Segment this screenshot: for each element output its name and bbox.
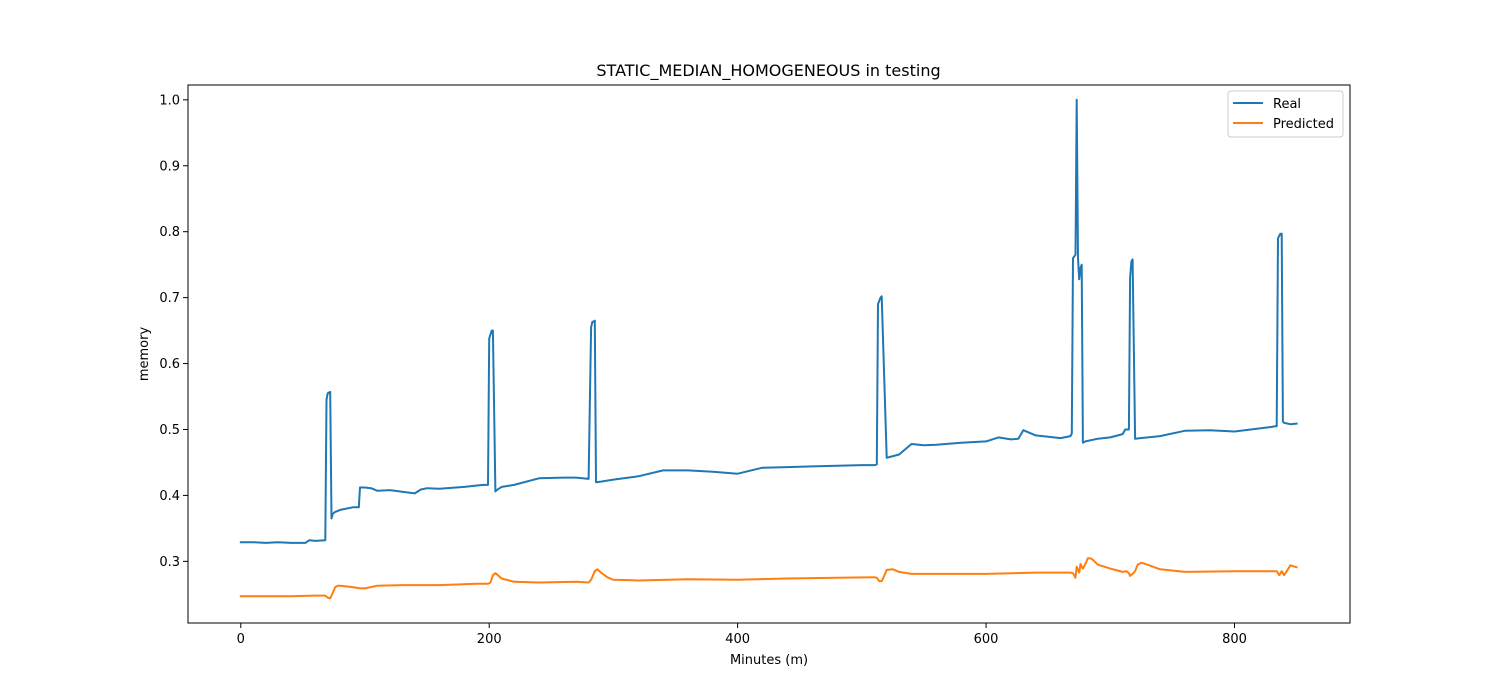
legend-label-predicted: Predicted bbox=[1273, 117, 1334, 132]
x-tick-label: 0 bbox=[237, 632, 245, 647]
y-tick-label: 0.9 bbox=[159, 159, 180, 174]
y-tick-label: 1.0 bbox=[159, 93, 180, 108]
y-tick-label: 0.4 bbox=[159, 489, 180, 504]
legend-label-real: Real bbox=[1273, 97, 1301, 112]
y-axis: 0.3 0.4 0.5 0.6 0.7 0.8 0.9 1.0 bbox=[159, 93, 188, 570]
x-axis-label: Minutes (m) bbox=[730, 653, 808, 668]
chart-title: STATIC_MEDIAN_HOMOGENEOUS in testing bbox=[596, 61, 940, 81]
x-axis: 0 200 400 600 800 bbox=[237, 623, 1247, 647]
y-tick-label: 0.7 bbox=[159, 291, 180, 306]
series-line-real bbox=[239, 98, 1298, 544]
x-tick-label: 200 bbox=[477, 632, 502, 647]
y-tick-label: 0.8 bbox=[159, 225, 180, 240]
x-tick-label: 600 bbox=[974, 632, 999, 647]
y-tick-label: 0.3 bbox=[159, 555, 180, 570]
series-layer bbox=[239, 98, 1298, 600]
y-tick-label: 0.5 bbox=[159, 423, 180, 438]
series-line-predicted bbox=[239, 557, 1298, 600]
x-tick-label: 800 bbox=[1222, 632, 1247, 647]
y-axis-label: memory bbox=[137, 327, 152, 382]
plot-frame bbox=[187, 84, 1351, 624]
x-tick-label: 400 bbox=[725, 632, 750, 647]
legend: Real Predicted bbox=[1227, 90, 1344, 138]
y-tick-label: 0.6 bbox=[159, 357, 180, 372]
